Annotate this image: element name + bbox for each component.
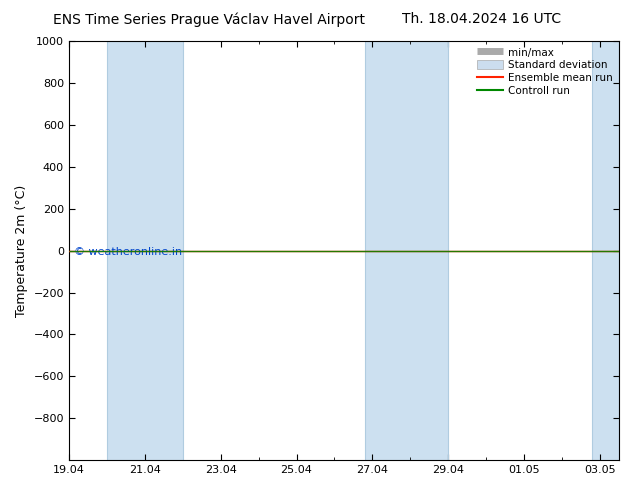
Text: © weatheronline.in: © weatheronline.in: [74, 247, 183, 257]
Bar: [365, 41, 448, 460]
Y-axis label: Temperature 2m (°C): Temperature 2m (°C): [15, 184, 28, 317]
Bar: [107, 41, 183, 460]
Legend: min/max, Standard deviation, Ensemble mean run, Controll run: min/max, Standard deviation, Ensemble me…: [472, 43, 617, 100]
Text: ENS Time Series Prague Václav Havel Airport: ENS Time Series Prague Václav Havel Airp…: [53, 12, 365, 27]
Text: Th. 18.04.2024 16 UTC: Th. 18.04.2024 16 UTC: [403, 12, 561, 26]
Bar: [592, 41, 619, 460]
